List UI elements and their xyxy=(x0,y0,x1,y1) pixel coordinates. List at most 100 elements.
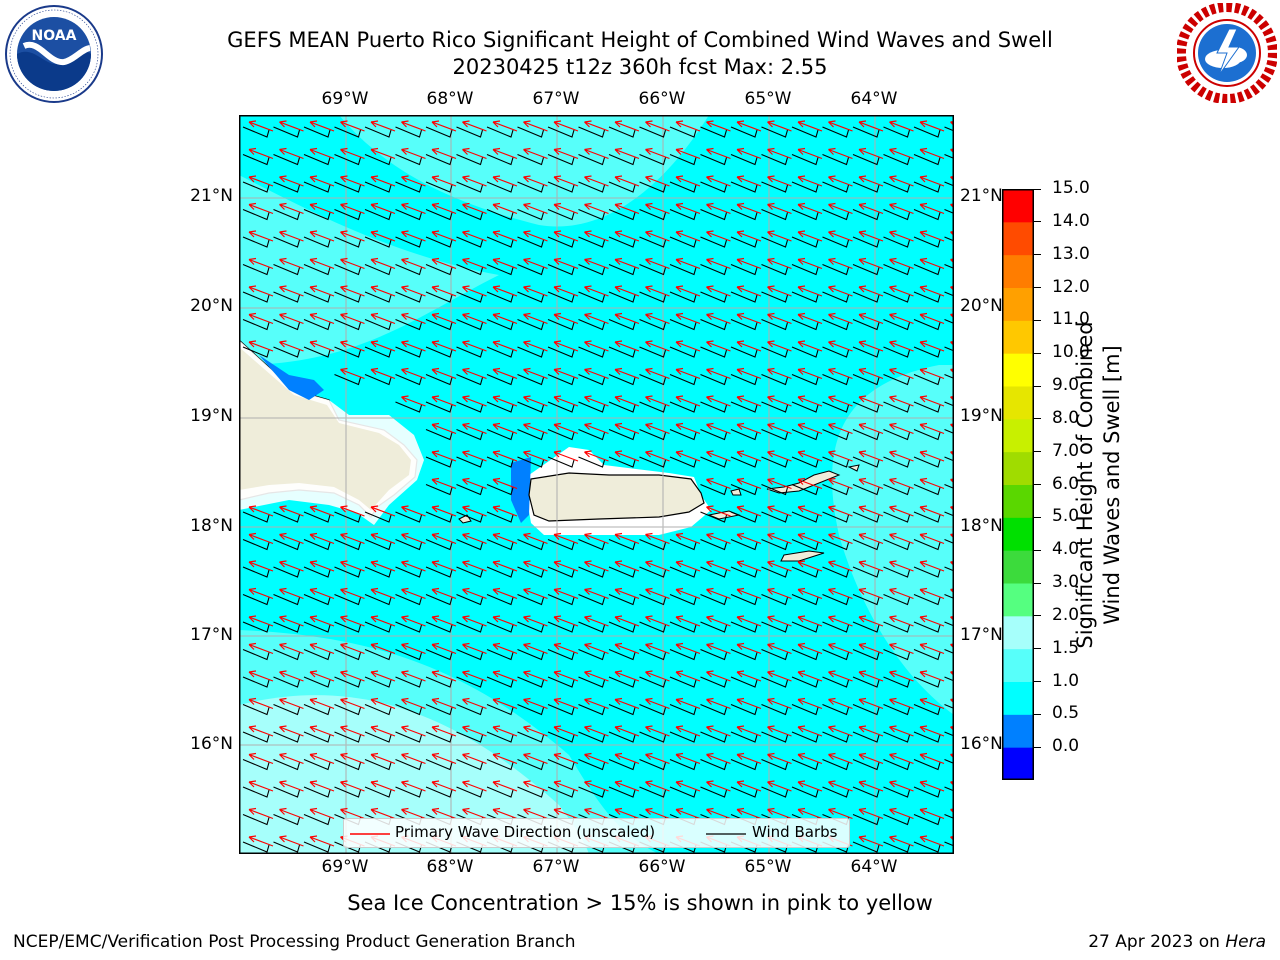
wind-barb xyxy=(608,786,636,798)
wind-barb xyxy=(761,538,789,551)
wind-barb xyxy=(913,401,941,413)
wave-direction-arrow xyxy=(431,120,457,132)
wind-barb xyxy=(395,181,423,193)
vector-pair xyxy=(730,120,762,138)
wave-direction-arrow xyxy=(279,560,304,572)
wave-direction-arrow xyxy=(675,697,701,710)
wind-barb xyxy=(700,648,728,661)
vector-pair xyxy=(913,560,945,578)
wind-barb xyxy=(303,676,331,688)
wave-direction-arrow xyxy=(523,780,548,792)
wave-direction-arrow xyxy=(248,340,274,352)
vector-pair xyxy=(913,450,945,468)
wave-direction-arrow xyxy=(523,697,548,710)
wave-direction-arrow xyxy=(767,230,792,242)
wave-direction-arrow xyxy=(523,230,548,242)
wave-direction-arrow xyxy=(584,642,609,655)
wind-barb xyxy=(761,483,789,496)
wave-direction-arrow xyxy=(889,560,914,572)
wave-direction-arrow xyxy=(828,725,853,737)
wind-barb xyxy=(791,621,819,633)
wave-direction-arrow xyxy=(645,395,670,407)
footer-host: Hera xyxy=(1225,932,1266,952)
wave-direction-arrow xyxy=(309,120,335,132)
wave-direction-arrow xyxy=(523,532,548,545)
wave-direction-arrow xyxy=(431,202,457,215)
wave-direction-arrow xyxy=(279,202,304,215)
wind-barb xyxy=(425,676,453,688)
vector-pair xyxy=(852,450,884,468)
vector-pair xyxy=(334,257,365,276)
wave-direction-arrow xyxy=(492,670,518,682)
wind-barb xyxy=(761,676,789,688)
vector-pair xyxy=(700,642,731,661)
vector-pair xyxy=(334,532,365,551)
colorbar-segment xyxy=(1002,583,1034,617)
vector-pair xyxy=(791,477,823,496)
wave-direction-arrow xyxy=(706,312,731,325)
vector-pair xyxy=(913,340,945,358)
wave-direction-arrow xyxy=(492,175,518,187)
wind-barb xyxy=(517,703,545,716)
wind-barb xyxy=(547,181,575,193)
wind-barb xyxy=(242,703,270,716)
wind-barb xyxy=(608,593,636,606)
vector-pair xyxy=(700,175,731,193)
wave-direction-arrow xyxy=(462,285,487,297)
vector-pair xyxy=(425,560,457,578)
vector-pair xyxy=(761,670,792,688)
vector-pair xyxy=(822,560,853,578)
wave-direction-arrow xyxy=(706,340,731,352)
vector-pair xyxy=(852,175,884,193)
vector-pair xyxy=(730,615,762,633)
vector-pair xyxy=(913,807,945,826)
wave-direction-arrow xyxy=(767,202,792,215)
wind-barb xyxy=(273,153,301,166)
vector-pair xyxy=(334,697,365,716)
wind-barb xyxy=(517,126,545,138)
vector-pair xyxy=(761,422,792,441)
vector-pair xyxy=(608,450,640,468)
vector-pair xyxy=(669,450,701,468)
wave-direction-arrow xyxy=(767,120,792,132)
lon-label-bottom: 69°W xyxy=(321,857,369,877)
wave-direction-arrow xyxy=(553,587,579,600)
wave-direction-arrow xyxy=(279,807,304,820)
wind-barb xyxy=(730,538,758,551)
vector-pair xyxy=(517,780,548,798)
vector-pair xyxy=(822,395,853,413)
wave-direction-arrow xyxy=(309,340,335,352)
wave-direction-arrow xyxy=(767,395,792,407)
wind-barb xyxy=(456,346,484,358)
wind-barb xyxy=(456,703,484,716)
vector-pair xyxy=(456,230,487,248)
vector-pair xyxy=(425,147,457,166)
colorbar-tick-label: 11.0 xyxy=(1052,309,1090,330)
vector-pair xyxy=(913,395,945,413)
wind-barb xyxy=(883,126,911,138)
wind-barb xyxy=(547,236,575,248)
wave-direction-arrow xyxy=(675,587,701,600)
wave-direction-arrow xyxy=(645,807,670,820)
wave-direction-arrow xyxy=(645,202,670,215)
wave-direction-arrow xyxy=(584,725,609,737)
vector-pair xyxy=(700,615,731,633)
wind-barb xyxy=(761,181,789,193)
vector-pair xyxy=(639,725,670,743)
wind-barb xyxy=(242,758,270,771)
lon-label-top: 64°W xyxy=(850,89,898,109)
vector-pair xyxy=(639,670,670,688)
wind-barb xyxy=(761,566,789,578)
wind-barb xyxy=(364,566,392,578)
wind-barb xyxy=(456,208,484,221)
vector-pair xyxy=(486,560,518,578)
wave-direction-arrow xyxy=(797,340,823,352)
wind-barb xyxy=(730,346,758,358)
wave-direction-arrow xyxy=(706,257,731,270)
wind-barb xyxy=(883,318,911,331)
wind-barb xyxy=(242,291,270,303)
wave-direction-arrow xyxy=(858,697,884,710)
wave-direction-arrow xyxy=(614,120,640,132)
wave-direction-arrow xyxy=(584,615,609,627)
vector-pair xyxy=(730,505,762,523)
